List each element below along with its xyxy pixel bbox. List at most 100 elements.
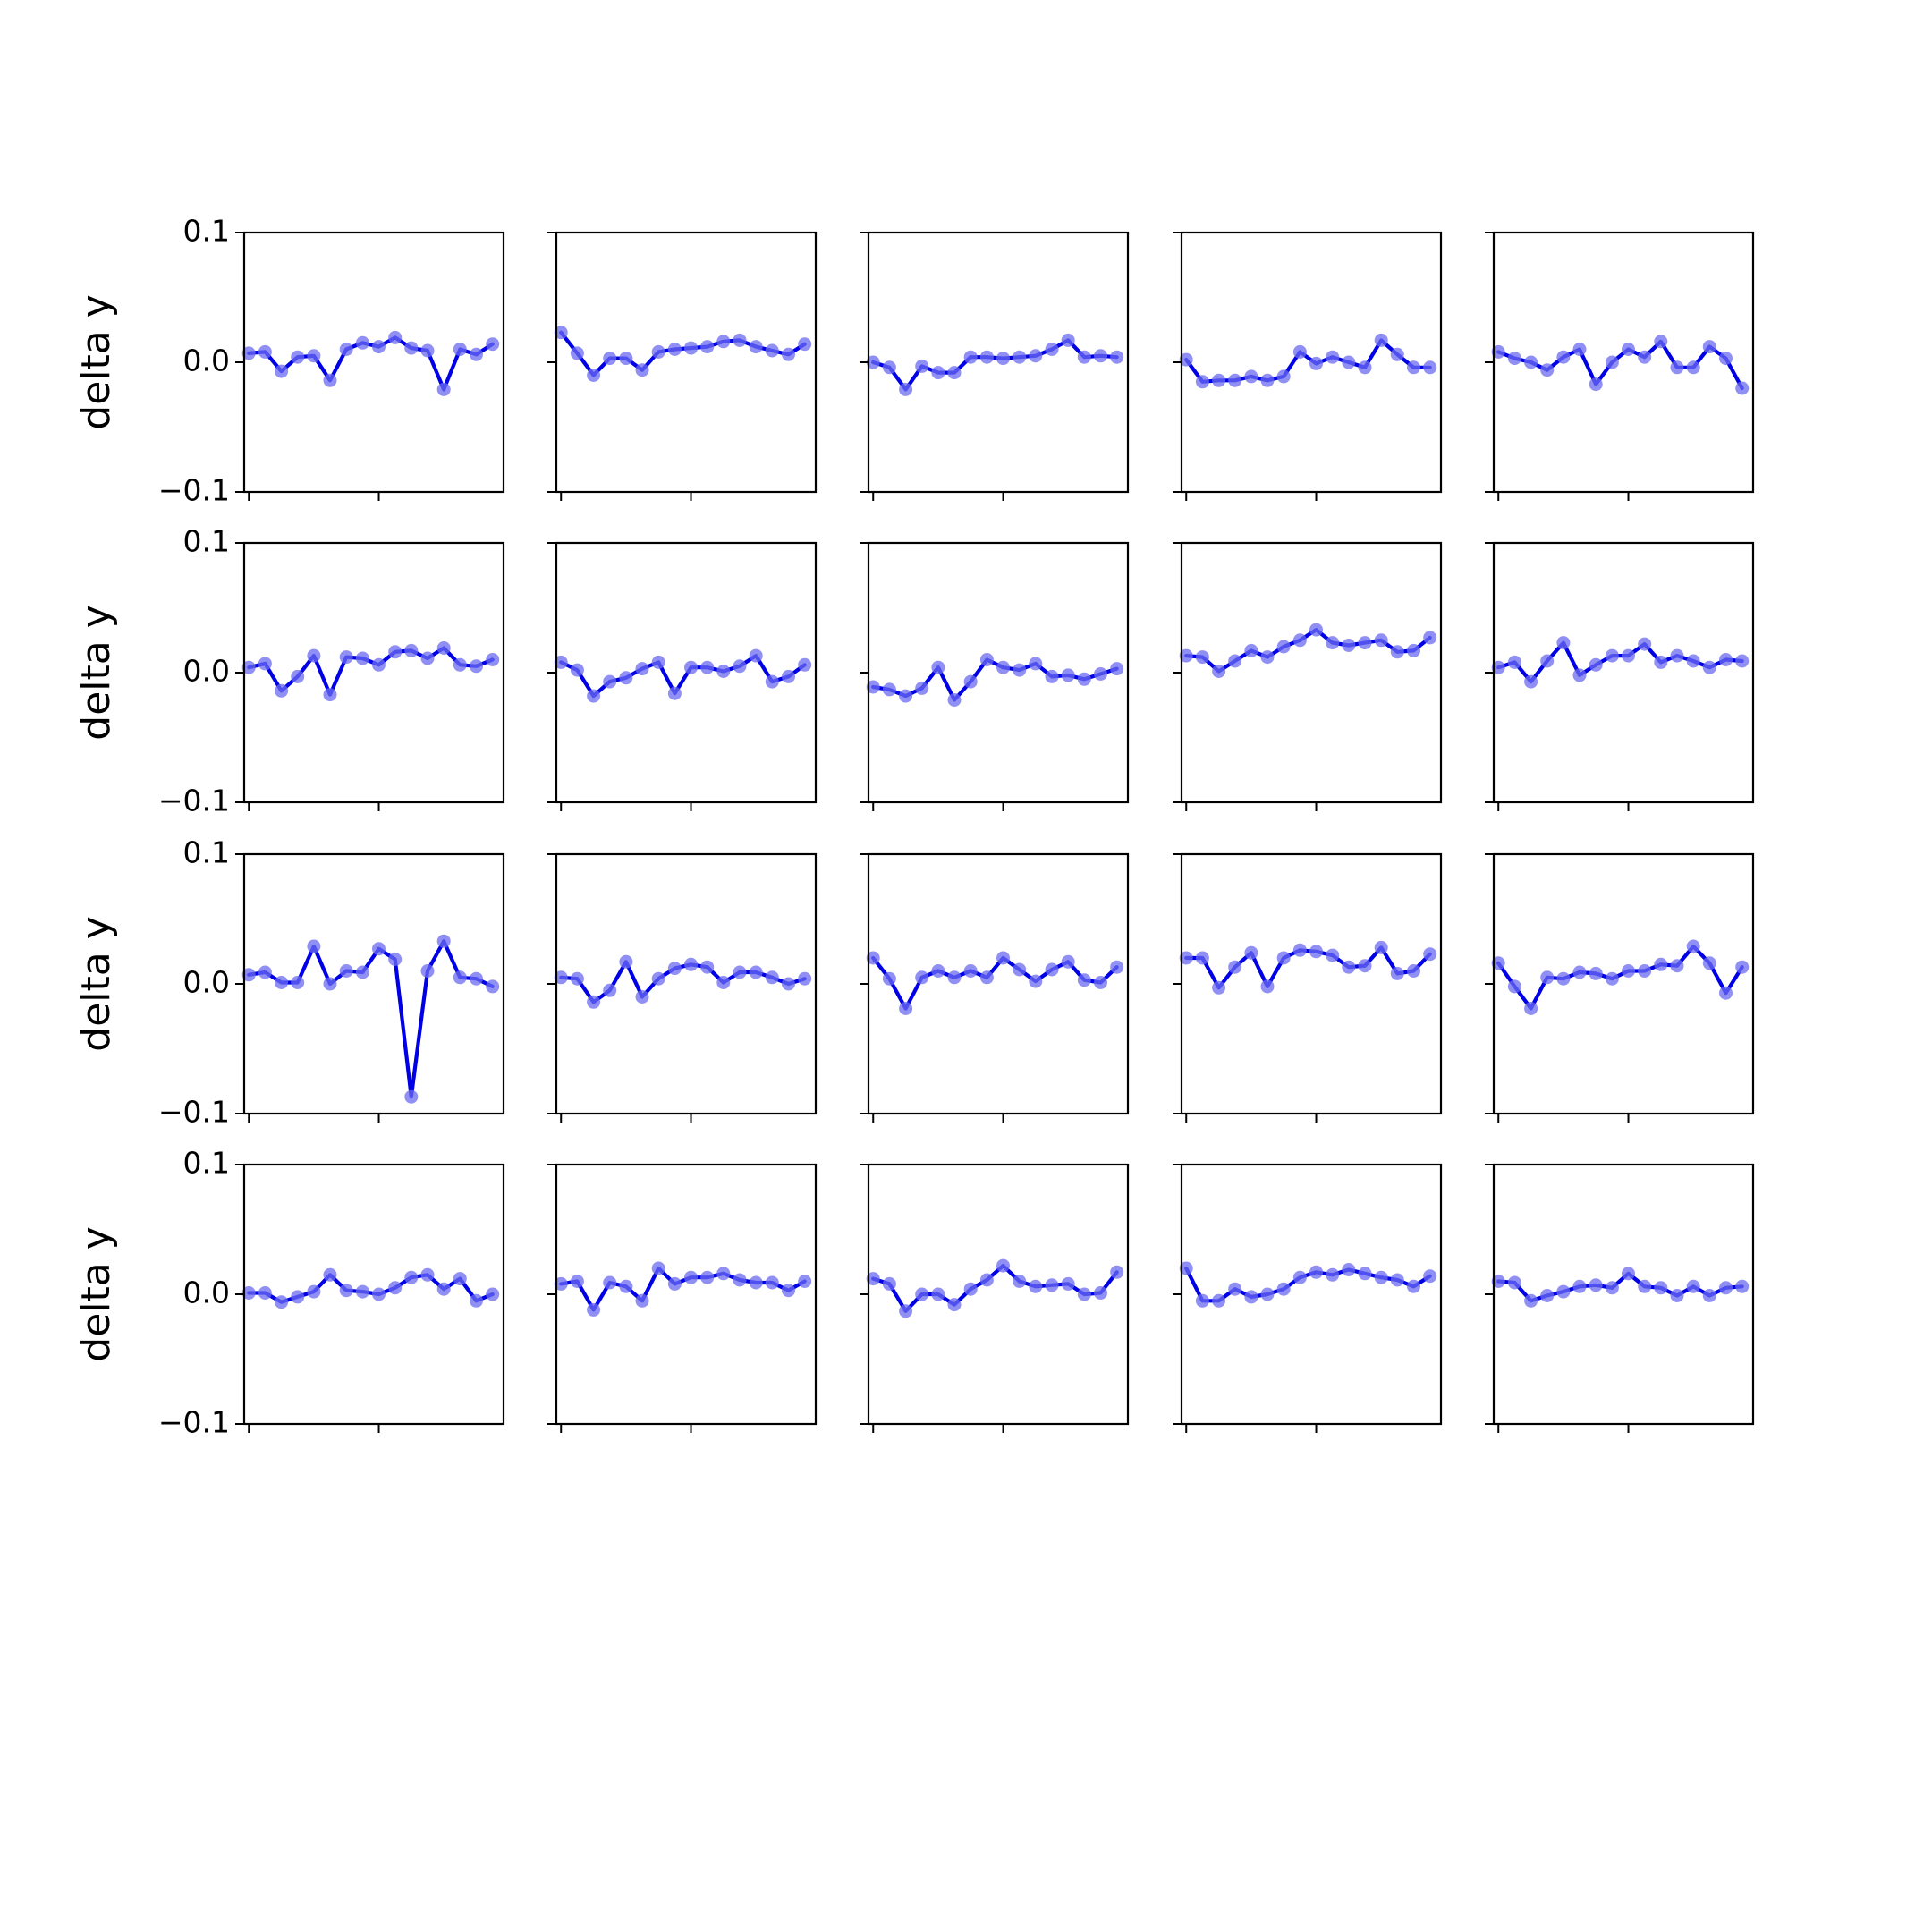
- data-point: [1702, 340, 1716, 354]
- data-point: [684, 957, 698, 971]
- data-point: [963, 964, 978, 978]
- data-point: [899, 689, 913, 703]
- data-point: [1390, 966, 1404, 980]
- axes-frame: [867, 541, 1130, 804]
- y-tick-label: −0.1: [158, 784, 230, 818]
- series-line: [559, 960, 807, 1004]
- data-point: [782, 669, 795, 683]
- subplot-r2-c2: [547, 541, 818, 811]
- y-axis-label: delta y: [73, 916, 119, 1051]
- subplot-r1-c4: [1173, 231, 1443, 501]
- data-point: [1735, 654, 1750, 668]
- data-point: [765, 1275, 779, 1290]
- axes-frame: [1180, 1163, 1443, 1426]
- subplot-r1-c1: −0.1 0.0 0.1 delta y: [73, 214, 505, 508]
- data-point: [1110, 350, 1124, 364]
- data-point: [1390, 347, 1404, 361]
- data-point: [667, 1276, 682, 1291]
- data-point: [733, 333, 747, 347]
- y-tick-label: −0.1: [158, 1095, 230, 1130]
- data-point: [749, 1275, 763, 1290]
- data-point: [1212, 1293, 1226, 1308]
- data-point: [979, 653, 994, 666]
- data-point: [1110, 960, 1124, 974]
- data-point: [882, 360, 896, 375]
- subplot-r4-c2: [547, 1163, 818, 1433]
- data-point: [1589, 377, 1603, 392]
- axes-frame: [242, 231, 505, 494]
- subplot-r3-c2: [547, 852, 818, 1123]
- data-point: [275, 1295, 289, 1309]
- data-point: [899, 1002, 913, 1015]
- data-point: [619, 352, 633, 366]
- data-point: [1029, 349, 1043, 363]
- subplot-r3-c5: [1485, 852, 1755, 1123]
- data-point: [1491, 344, 1505, 359]
- data-point: [570, 971, 584, 986]
- data-point: [275, 976, 289, 989]
- series-line: [247, 1273, 495, 1304]
- data-point: [1719, 653, 1733, 666]
- data-point: [1358, 360, 1372, 375]
- data-point: [1540, 363, 1555, 377]
- data-point: [242, 968, 256, 982]
- data-point: [1407, 360, 1420, 375]
- data-point: [291, 1290, 305, 1304]
- data-point: [963, 350, 978, 364]
- data-point: [947, 1298, 962, 1312]
- data-point: [1061, 333, 1075, 347]
- data-point: [915, 359, 929, 373]
- data-point: [1309, 945, 1323, 959]
- data-point: [1572, 965, 1587, 979]
- data-point: [684, 1270, 698, 1284]
- data-point: [1491, 1275, 1505, 1288]
- data-point: [404, 1089, 419, 1104]
- data-point: [1638, 350, 1652, 364]
- data-point: [1260, 373, 1275, 387]
- data-point: [1507, 352, 1521, 366]
- data-point: [587, 995, 601, 1009]
- data-point: [323, 1267, 337, 1282]
- data-point: [1670, 1289, 1684, 1302]
- subplot-r2-c3: [860, 541, 1130, 811]
- data-point: [603, 1275, 617, 1290]
- y-axis-label: delta y: [73, 1226, 119, 1361]
- data-point: [979, 350, 994, 364]
- data-point: [635, 1293, 649, 1308]
- data-point: [470, 347, 483, 361]
- data-point: [1374, 633, 1388, 648]
- axes-frame: [555, 1163, 818, 1426]
- data-point: [1605, 355, 1619, 369]
- data-point: [1179, 951, 1193, 965]
- data-point: [1045, 343, 1059, 356]
- data-point: [931, 964, 945, 978]
- data-point: [996, 1258, 1010, 1273]
- data-point: [651, 344, 665, 359]
- data-point: [1228, 1282, 1242, 1296]
- data-point: [700, 660, 715, 674]
- data-point: [603, 983, 617, 997]
- data-point: [420, 964, 435, 978]
- series-line: [1496, 640, 1744, 684]
- data-point: [258, 657, 272, 671]
- data-point: [1540, 1289, 1555, 1302]
- data-point: [323, 373, 337, 387]
- data-point: [453, 343, 467, 356]
- series-line: [1184, 1266, 1432, 1303]
- data-point: [420, 343, 435, 358]
- data-point: [470, 1293, 483, 1308]
- data-point: [570, 663, 584, 677]
- data-point: [1524, 355, 1538, 369]
- data-point: [1491, 660, 1505, 674]
- data-point: [1670, 360, 1684, 375]
- data-point: [1212, 665, 1226, 678]
- subplot-r2-c5: [1485, 541, 1755, 811]
- data-point: [700, 340, 715, 354]
- data-point: [798, 657, 812, 672]
- series-line: [871, 338, 1119, 392]
- data-point: [1045, 669, 1059, 683]
- data-point: [323, 688, 337, 702]
- data-point: [307, 939, 321, 953]
- data-point: [1622, 1267, 1635, 1281]
- data-point: [947, 366, 962, 380]
